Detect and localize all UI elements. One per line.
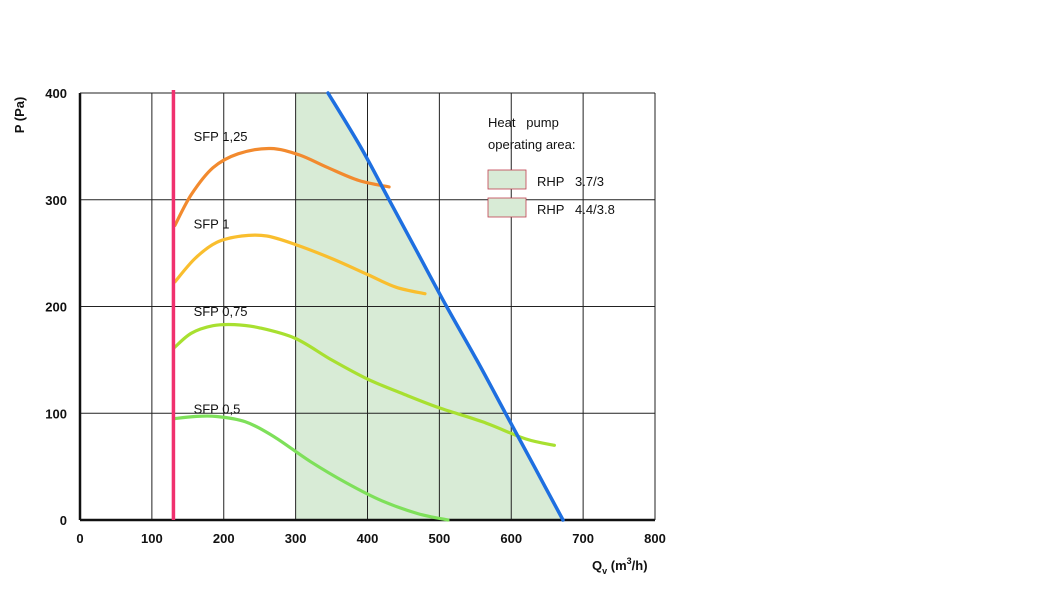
x-axis-label-unit: (m [607,558,627,573]
y-tick-label-400: 400 [45,86,67,101]
legend-label-rhp-37: RHP 3.7/3 [537,174,604,189]
series-layer: SFP 1,25 SFP 1 SFP 0,75 SFP 0,5 [171,90,565,522]
series-label-sfp-1-25: SFP 1,25 [194,129,248,144]
x-axis-label-sup: 3 [627,556,632,566]
grid-layer [78,92,656,522]
x-axis-label: Qv (m3/h) [592,556,648,576]
x-tick-label-400: 400 [357,531,379,546]
legend-title-line1: Heat pump [488,115,559,130]
x-tick-label-0: 0 [76,531,83,546]
y-tick-label-300: 300 [45,193,67,208]
series-line-sfp-0-5 [173,414,450,522]
tick-layer: 0 100 200 300 400 500 600 700 800 0 100 200 300 400 [45,86,666,546]
x-axis-label-unit-end: /h) [632,558,648,573]
x-axis-label-q: Q [592,558,602,573]
x-tick-label-100: 100 [141,531,163,546]
series-label-sfp-0-5: SFP 0,5 [194,401,241,416]
legend: Heat pump operating area: RHP 3.7/3 RHP … [487,115,615,218]
x-tick-label-600: 600 [500,531,522,546]
y-tick-label-100: 100 [45,406,67,421]
series-line-sfp-1-25 [173,146,391,227]
series-line-sfp-0-75 [173,322,556,447]
x-tick-label-200: 200 [213,531,235,546]
legend-title-line2: operating area: [488,137,575,152]
y-axis-label: P (Pa) [12,97,27,134]
x-tick-label-700: 700 [572,531,594,546]
series-label-sfp-1: SFP 1 [194,217,230,232]
legend-label-rhp-44: RHP 4.4/3.8 [537,202,615,217]
y-tick-label-200: 200 [45,300,67,315]
legend-swatch-rhp-37 [487,169,527,190]
series-label-sfp-0-75: SFP 0,75 [194,304,248,319]
x-tick-label-300: 300 [285,531,307,546]
max-performance-curve [326,91,565,522]
x-tick-label-500: 500 [429,531,451,546]
y-tick-label-0: 0 [60,513,67,528]
x-axis-label-sub: v [602,566,607,576]
x-tick-label-800: 800 [644,531,666,546]
legend-swatch-rhp-44 [487,197,527,218]
series-line-sfp-1 [173,233,427,296]
